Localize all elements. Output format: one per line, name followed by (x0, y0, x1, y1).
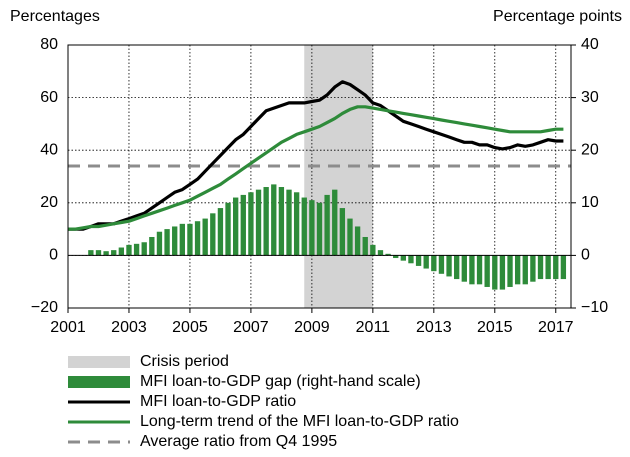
bar (476, 255, 483, 285)
bar (263, 187, 269, 256)
bar (530, 255, 536, 282)
bar (370, 244, 376, 256)
x-tick-label: 2007 (233, 319, 269, 336)
bar (248, 192, 254, 256)
legend-label: MFI loan-to-GDP gap (right-hand scale) (140, 373, 421, 390)
y2-tick-label: −10 (581, 299, 608, 316)
x-tick-label: 2011 (356, 319, 391, 336)
x-tick-label: 2017 (538, 319, 574, 336)
bar (95, 250, 102, 256)
x-tick-label: 2001 (50, 319, 86, 336)
legend-swatch (68, 356, 130, 368)
bar (469, 255, 475, 285)
bar (309, 200, 315, 256)
x-tick-label: 2005 (172, 319, 208, 336)
bar (324, 194, 330, 256)
bar (232, 197, 239, 256)
bar (362, 236, 368, 256)
bar (400, 255, 407, 261)
bar (408, 255, 414, 264)
bar (507, 255, 513, 287)
crisis-band (304, 45, 373, 308)
plot-frame (67, 44, 572, 309)
y-tick-label: 0 (49, 247, 58, 264)
y-tick-label: 80 (40, 36, 58, 53)
bar (553, 255, 559, 280)
legend-swatch (68, 376, 130, 388)
bar (332, 189, 338, 256)
bar (339, 208, 346, 256)
bar (194, 221, 201, 256)
bar (126, 244, 132, 256)
bar (423, 255, 429, 269)
y-tick-label: −20 (31, 299, 58, 316)
bar (545, 255, 551, 280)
x-tick-label: 2009 (294, 319, 330, 336)
y-tick-label: 60 (40, 89, 58, 106)
bar (111, 250, 117, 256)
bar (286, 189, 292, 256)
legend-label: Average ratio from Q4 1995 (140, 433, 337, 450)
bar (225, 202, 231, 256)
bar (118, 247, 125, 256)
y2-tick-label: 30 (581, 89, 599, 106)
bar (431, 255, 437, 272)
bar (461, 255, 467, 282)
bar (179, 223, 185, 256)
bar (438, 255, 445, 274)
y2-tick-label: 20 (581, 141, 599, 158)
bar (88, 250, 94, 256)
bar (141, 242, 147, 256)
y2-axis-label: Percentage points (493, 8, 622, 25)
x-tick-label: 2015 (477, 319, 513, 336)
bar (202, 218, 208, 256)
y-axis-label: Percentages (10, 8, 100, 25)
bar (271, 184, 277, 256)
bar (164, 229, 170, 256)
bar (255, 189, 262, 256)
bar (187, 223, 193, 256)
legend-label: MFI loan-to-GDP ratio (140, 393, 296, 410)
bar (454, 255, 460, 280)
bar (156, 231, 163, 256)
bar (217, 208, 224, 256)
y-tick-label: 40 (40, 141, 58, 158)
bar (347, 218, 353, 256)
line (68, 80, 564, 231)
x-tick-label: 2003 (111, 319, 147, 336)
bar (385, 253, 391, 256)
bar (484, 255, 490, 287)
bar (133, 243, 140, 256)
line (68, 105, 564, 231)
y2-tick-label: 0 (581, 247, 590, 264)
x-tick-label: 2013 (416, 319, 452, 336)
bar (210, 213, 216, 256)
bar (393, 255, 399, 259)
bar (240, 194, 246, 256)
bar (377, 250, 384, 256)
legend-label: Long-term trend of the MFI loan-to-GDP r… (140, 413, 459, 430)
y2-tick-label: 40 (581, 36, 599, 53)
bar (446, 255, 452, 277)
bar (316, 202, 323, 256)
bar (492, 255, 498, 290)
y-tick-label: 20 (40, 194, 58, 211)
legend-label: Crisis period (140, 353, 229, 370)
bar (301, 197, 307, 256)
bar (499, 255, 506, 290)
bar (415, 255, 422, 266)
bar (354, 226, 361, 256)
bar (560, 255, 567, 280)
bar (537, 255, 544, 280)
bar (278, 187, 285, 256)
bar (149, 236, 155, 256)
bar (293, 192, 300, 256)
bar (172, 226, 178, 256)
bar (522, 255, 528, 285)
bar (514, 255, 521, 285)
bar (103, 251, 109, 256)
y2-tick-label: 10 (581, 194, 599, 211)
